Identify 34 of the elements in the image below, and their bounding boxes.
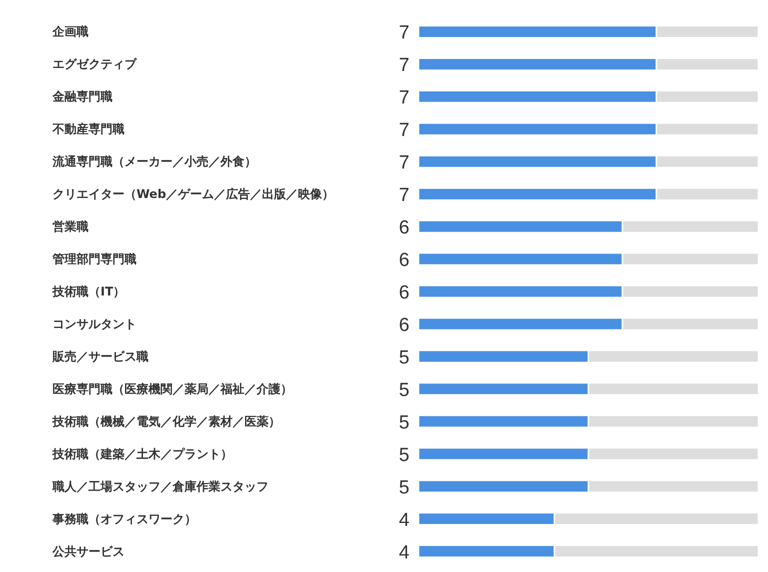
data-label: 6 [398, 314, 410, 336]
data-label: 7 [398, 88, 410, 109]
y-tick-label: 技術職（建築／土木／プラント） [52, 446, 232, 461]
data-label: 7 [398, 185, 410, 206]
y-tick-label: 流通専門職（メーカー／小売／外食） [52, 154, 256, 169]
y-tick-label: エグゼクティブ [52, 57, 138, 72]
y-tick-label: 技術職（IT） [52, 284, 126, 298]
y-tick-label: 企画職 [52, 24, 88, 39]
y-tick-label: 医療専門職（医療機関／薬局／福祉／介護） [52, 382, 292, 396]
y-tick-label: 不動産専門職 [52, 122, 124, 136]
data-label: 5 [398, 347, 410, 368]
y-tick-label: 管理部門専門職 [52, 252, 136, 266]
data-label: 7 [398, 120, 410, 142]
y-tick-label: 事務職（オフィスワーク） [52, 512, 196, 526]
y-tick-label: 職人／工場スタッフ／倉庫作業スタッフ [52, 479, 268, 494]
data-label: 6 [398, 218, 410, 239]
data-label: 4 [398, 542, 410, 564]
data-label: 7 [398, 55, 410, 76]
data-label: 5 [398, 412, 410, 434]
y-tick-label: 金融専門職 [52, 90, 112, 104]
y-tick-label: 技術職（機械／電気／化学／素材／医薬） [52, 414, 280, 428]
data-label: 6 [398, 282, 410, 304]
data-label: 5 [398, 444, 410, 466]
y-tick-label: 販売／サービス職 [52, 349, 148, 364]
data-label: 4 [398, 510, 410, 531]
data-label: 7 [398, 22, 410, 44]
data-label: 6 [398, 250, 410, 272]
y-tick-label: コンサルタント [52, 316, 136, 331]
data-label: 5 [398, 380, 410, 401]
data-label: 5 [398, 477, 410, 498]
y-tick-label: 公共サービス [52, 544, 124, 558]
y-tick-label: 営業職 [52, 220, 88, 234]
y-tick-label: クリエイター（Web／ゲーム／広告／出版／映像） [52, 187, 334, 202]
data-label: 7 [398, 152, 410, 174]
